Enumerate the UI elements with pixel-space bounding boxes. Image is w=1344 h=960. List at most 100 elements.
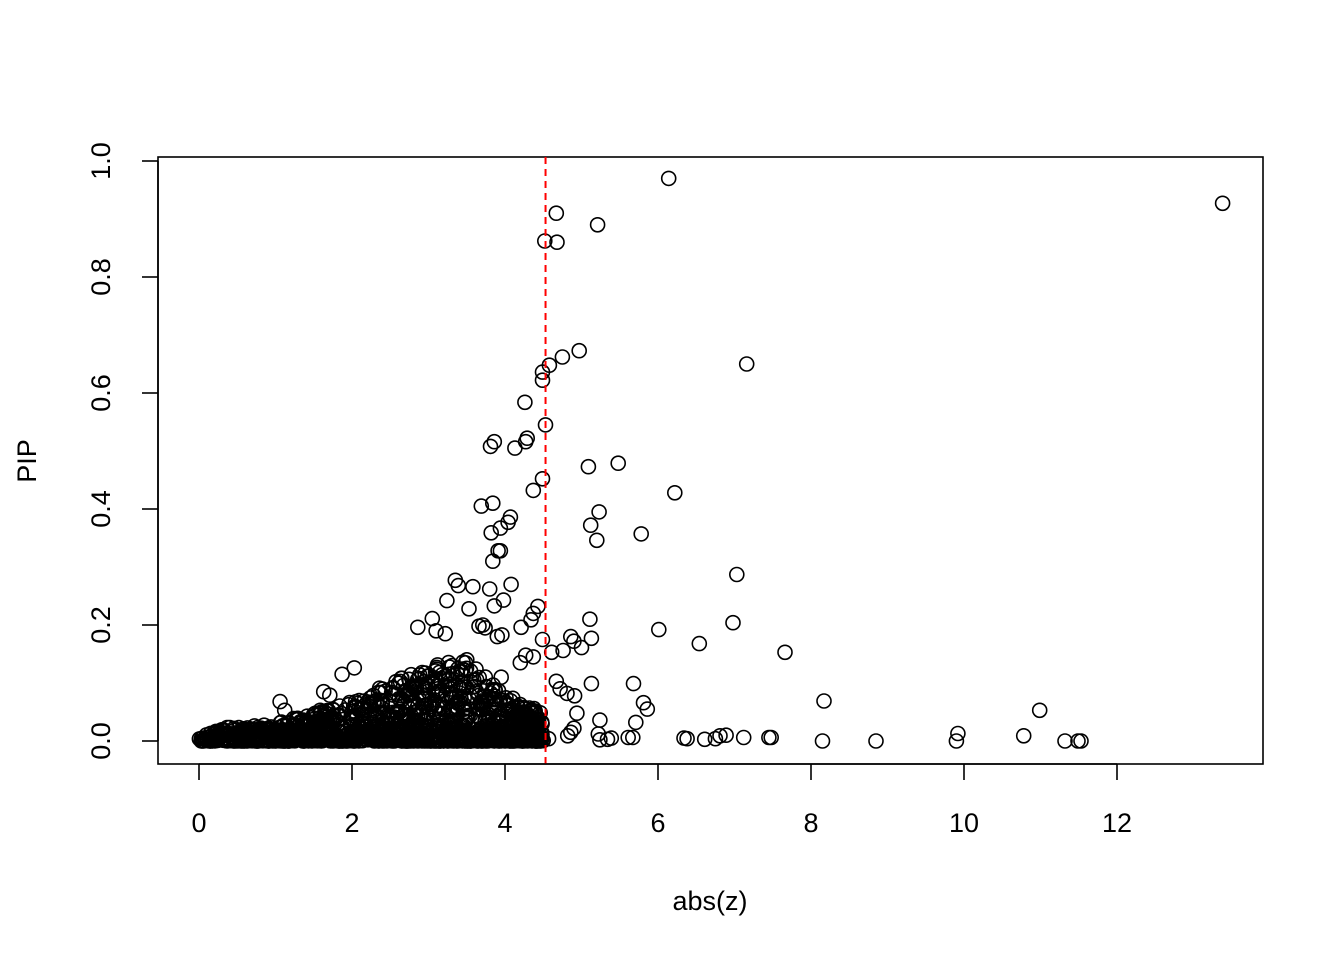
data-point [503, 576, 519, 593]
x-tick-label: 6 [650, 808, 665, 838]
data-point [486, 598, 503, 614]
y-tick-label: 0.6 [86, 374, 116, 412]
data-point [562, 628, 579, 645]
x-axis: 0 2 4 6 8 10 12 [191, 763, 1132, 838]
data-point [365, 687, 382, 704]
data-point [354, 706, 371, 723]
data-point [450, 577, 467, 594]
data-point [588, 532, 605, 549]
data-point [287, 724, 304, 741]
data-point [591, 504, 607, 520]
data-point [555, 642, 571, 659]
y-tick-label: 0.0 [86, 722, 116, 760]
data-point [650, 621, 667, 638]
data-point [444, 657, 461, 674]
data-point [481, 581, 498, 597]
data-point [566, 687, 583, 704]
data-point [432, 720, 449, 737]
data-point [254, 721, 270, 737]
data-point [233, 732, 250, 749]
data-point [482, 438, 499, 455]
data-point [236, 730, 253, 747]
data-point [272, 693, 288, 710]
y-tick-label: 0.8 [86, 258, 116, 296]
x-tick-label: 0 [191, 808, 206, 838]
data-point [380, 706, 396, 723]
data-point [691, 635, 708, 652]
data-point [389, 686, 405, 703]
data-point [582, 517, 599, 534]
y-tick-label: 0.2 [86, 606, 116, 644]
data-point [305, 711, 322, 728]
data-point [366, 702, 382, 719]
data-point [523, 703, 540, 719]
data-point [868, 733, 884, 749]
data-point [409, 619, 426, 636]
data-point [580, 458, 597, 475]
y-axis: 0.0 0.2 0.4 0.6 0.8 1.0 [86, 142, 159, 760]
data-point [523, 611, 539, 628]
data-point [512, 654, 529, 671]
data-point [562, 724, 579, 741]
data-point [534, 364, 551, 380]
data-point [427, 675, 443, 692]
points-layer [191, 170, 1231, 749]
data-point [373, 722, 390, 739]
data-point [444, 714, 461, 731]
data-point [443, 725, 459, 742]
data-point [477, 669, 494, 685]
data-point [357, 718, 373, 735]
data-point [434, 705, 451, 722]
data-point [366, 695, 383, 712]
data-point [513, 619, 529, 636]
data-point [501, 727, 518, 744]
data-point [398, 729, 415, 746]
data-point [318, 702, 335, 719]
data-point [346, 660, 363, 676]
data-point [516, 733, 533, 749]
data-point [426, 701, 443, 718]
data-point [473, 732, 490, 749]
data-point [610, 455, 627, 472]
data-point [334, 666, 350, 683]
y-axis-label: PIP [12, 439, 42, 483]
data-point [446, 698, 463, 715]
data-point [382, 721, 398, 738]
data-point [639, 701, 656, 717]
data-point [537, 417, 554, 433]
data-point [474, 617, 491, 633]
data-point [950, 725, 966, 742]
x-tick-label: 8 [803, 808, 818, 838]
data-point [391, 731, 408, 748]
data-point [592, 731, 608, 748]
data-point [493, 669, 510, 686]
data-point [498, 689, 514, 706]
data-point [458, 651, 475, 668]
data-point [534, 372, 551, 389]
data-point [318, 731, 335, 747]
data-point [718, 727, 734, 744]
data-point [559, 685, 575, 702]
x-tick-label: 10 [949, 808, 979, 838]
data-point [486, 433, 503, 450]
data-point [814, 733, 831, 749]
data-point [280, 726, 297, 743]
data-point [527, 729, 544, 746]
data-point [660, 170, 677, 187]
data-point [493, 705, 510, 722]
data-point [624, 729, 641, 746]
data-point [429, 684, 446, 701]
data-point [437, 625, 454, 642]
data-point [276, 702, 293, 719]
data-point [520, 707, 537, 724]
data-point [1015, 727, 1032, 744]
data-point [534, 470, 551, 487]
data-point [197, 731, 214, 747]
data-point [328, 729, 345, 745]
data-point [444, 665, 461, 682]
data-point [1070, 733, 1086, 749]
y-tick-label: 1.0 [86, 142, 116, 180]
data-point [777, 644, 793, 661]
data-point [571, 342, 588, 359]
